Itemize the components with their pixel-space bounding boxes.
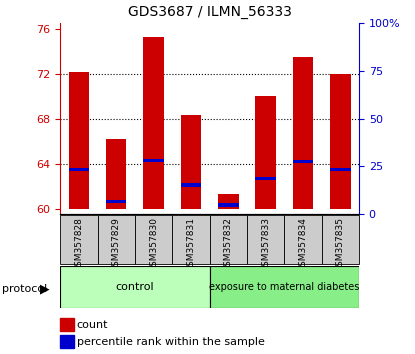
Bar xyxy=(60,215,98,264)
Bar xyxy=(330,167,351,171)
Text: GSM357834: GSM357834 xyxy=(298,217,308,272)
Bar xyxy=(60,318,73,331)
Text: GSM357829: GSM357829 xyxy=(112,217,121,272)
Text: GSM357830: GSM357830 xyxy=(149,217,158,272)
Bar xyxy=(143,36,164,209)
Text: GSM357831: GSM357831 xyxy=(186,217,195,272)
Title: GDS3687 / ILMN_56333: GDS3687 / ILMN_56333 xyxy=(128,5,291,19)
Bar xyxy=(293,57,313,209)
Text: GSM357833: GSM357833 xyxy=(261,217,270,272)
Text: GSM357835: GSM357835 xyxy=(336,217,345,272)
Text: GSM357832: GSM357832 xyxy=(224,217,233,272)
Bar xyxy=(284,215,322,264)
Bar xyxy=(247,215,284,264)
Bar xyxy=(68,167,89,171)
Bar xyxy=(143,159,164,162)
Bar xyxy=(181,115,201,209)
Bar xyxy=(60,266,210,308)
Bar xyxy=(106,200,127,204)
Bar xyxy=(218,204,239,207)
Bar xyxy=(330,74,351,209)
Bar xyxy=(210,266,359,308)
Bar xyxy=(98,215,135,264)
Bar xyxy=(60,335,73,348)
Bar xyxy=(293,160,313,163)
Bar xyxy=(322,215,359,264)
Bar xyxy=(255,177,276,180)
Bar xyxy=(255,96,276,209)
Text: percentile rank within the sample: percentile rank within the sample xyxy=(77,337,264,347)
Text: control: control xyxy=(115,282,154,292)
Bar xyxy=(210,215,247,264)
Text: GSM357828: GSM357828 xyxy=(74,217,83,272)
Bar xyxy=(172,215,210,264)
Text: ▶: ▶ xyxy=(40,282,50,295)
Bar xyxy=(135,215,172,264)
Bar xyxy=(106,139,127,209)
Bar xyxy=(68,73,89,209)
Text: count: count xyxy=(77,320,108,330)
Text: exposure to maternal diabetes: exposure to maternal diabetes xyxy=(209,282,359,292)
Bar xyxy=(218,194,239,209)
Bar xyxy=(181,183,201,187)
Text: protocol: protocol xyxy=(2,284,47,293)
